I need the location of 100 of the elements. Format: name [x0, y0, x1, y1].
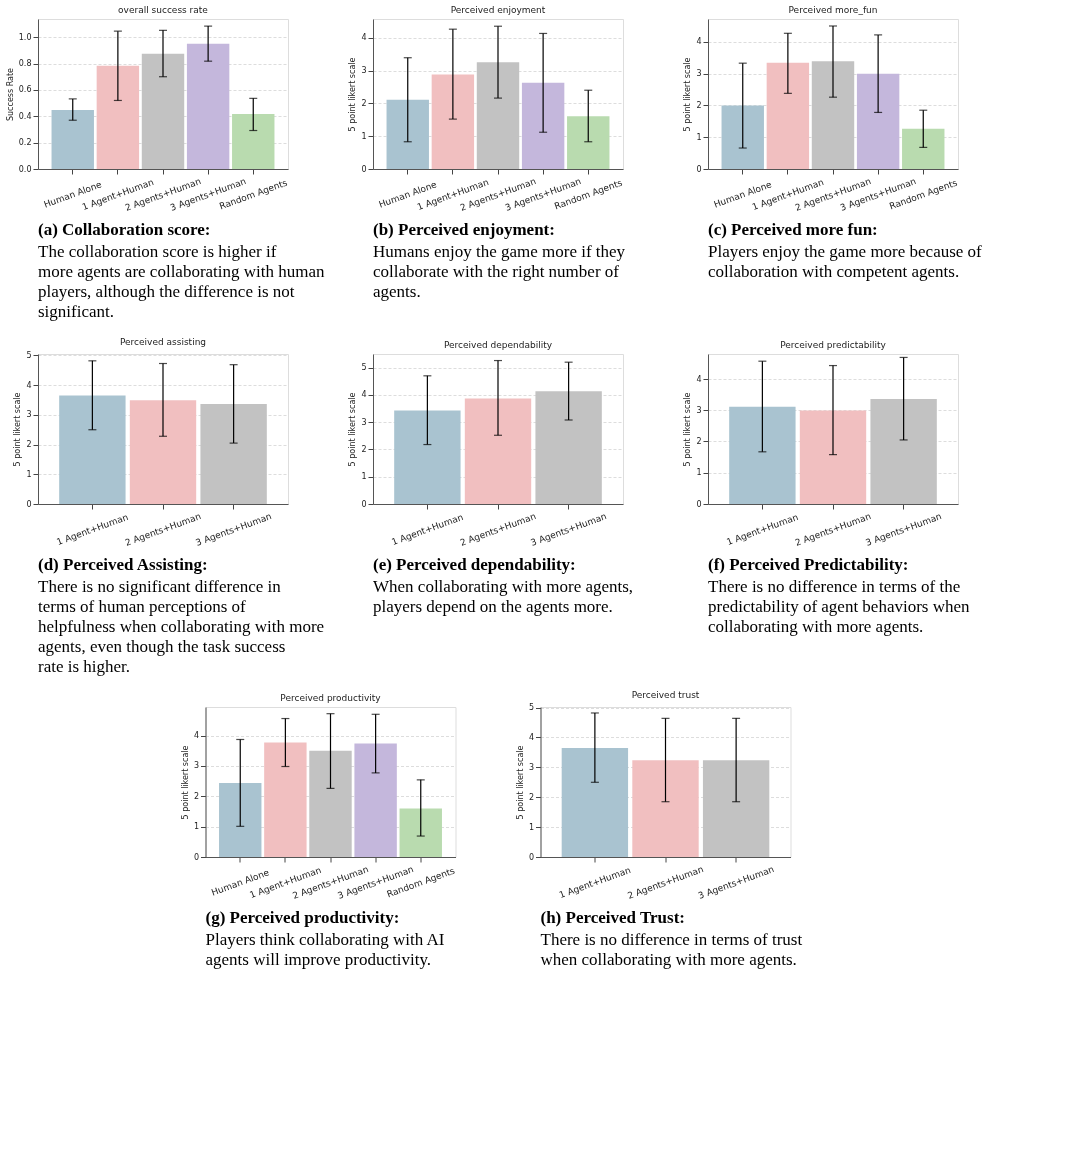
y-tick-label: 0 [528, 852, 534, 862]
bar [59, 395, 126, 504]
y-tick-label: 3 [528, 762, 534, 772]
bar [535, 391, 602, 504]
y-axis-title: 5 point likert scale [515, 745, 525, 820]
y-tick-label: 1 [528, 822, 534, 832]
y-tick-label: 3 [361, 66, 367, 76]
bar [386, 99, 429, 169]
y-axis-title: 5 point likert scale [683, 392, 693, 467]
chart-title: Perceived trust [631, 689, 700, 700]
bar [464, 398, 532, 504]
text: (e) Perceived dependability: [373, 555, 576, 574]
text: (a) Collaboration score: [38, 220, 211, 239]
y-tick-label: 0.4 [18, 111, 32, 121]
y-tick-label: 4 [193, 731, 199, 741]
chart-title: Perceived more_fun [788, 5, 878, 15]
y-tick-label: 0 [696, 164, 702, 174]
bar [96, 65, 140, 169]
y-tick-label: 4 [361, 33, 367, 43]
y-tick-label: 2 [361, 98, 367, 108]
text: There is no significant difference in terms of human perceptions of helpfulness when collaborating with more agents, even though the task success rate is higher. [38, 577, 325, 676]
chart-title: Perceived assisting [119, 337, 207, 348]
text: Humans enjoy the game more if they collaborate with the right number of agents. [373, 242, 626, 301]
bar [902, 128, 945, 169]
y-tick-label: 3 [26, 410, 32, 420]
bar [399, 808, 442, 857]
bar [354, 743, 397, 857]
chart-title: Perceived productivity [280, 693, 382, 703]
bar [186, 43, 230, 169]
bar [232, 113, 275, 169]
bar [856, 73, 900, 169]
bar [309, 750, 352, 857]
y-axis-title: 5 point likert scale [348, 392, 358, 467]
bar [200, 403, 267, 504]
y-tick-label: 3 [696, 69, 702, 79]
y-tick-label: 1 [193, 822, 199, 832]
y-tick-label: 3 [193, 761, 199, 771]
text: (b) Perceived enjoyment: [373, 220, 555, 239]
y-tick-label: 0.2 [18, 138, 32, 148]
y-tick-label: 4 [696, 374, 702, 384]
text: Players think collaborating with AI agents will improve productivity. [205, 930, 445, 969]
y-tick-label: 4 [361, 390, 367, 400]
y-tick-label: 4 [696, 37, 702, 47]
chart-title: overall success rate [118, 5, 209, 15]
y-tick-label: 3 [361, 417, 367, 427]
text: (c) Perceived more fun: [708, 220, 878, 239]
text: (h) Perceived Trust: [540, 908, 685, 927]
bar [431, 74, 475, 169]
y-tick-label: 2 [696, 437, 702, 446]
y-tick-label: 2 [528, 792, 534, 802]
y-tick-label: 0 [361, 164, 367, 174]
bar [476, 62, 520, 169]
bar [219, 782, 262, 857]
chart-title: Perceived predictability [780, 340, 887, 350]
y-tick-label: 5 [26, 350, 32, 360]
text: When collaborating with more agents, players depend on the agents more. [373, 577, 634, 616]
y-tick-label: 1.0 [18, 32, 32, 42]
bar [394, 410, 461, 504]
y-axis-title: 5 point likert scale [683, 57, 693, 132]
y-axis-title: 5 point likert scale [13, 392, 23, 467]
y-axis-title: 5 point likert scale [180, 745, 190, 820]
y-tick-label: 0.0 [18, 164, 32, 174]
y-tick-label: 0 [193, 852, 199, 862]
y-tick-label: 4 [528, 732, 534, 742]
text: There is no difference in terms of trust when collaborating with more agents. [540, 930, 803, 969]
bar [766, 62, 810, 169]
y-tick-label: 0.8 [18, 59, 32, 69]
y-tick-label: 0.6 [18, 85, 32, 95]
y-tick-label: 1 [26, 469, 32, 479]
y-tick-label: 2 [696, 100, 702, 110]
text: (f) Perceived Predictability: [708, 555, 909, 574]
y-tick-label: 0 [696, 499, 702, 509]
y-tick-label: 0 [26, 499, 32, 509]
bar [129, 400, 197, 504]
y-tick-label: 1 [361, 131, 367, 141]
y-tick-label: 3 [696, 405, 702, 415]
y-tick-label: 0 [361, 499, 367, 509]
bar [51, 109, 94, 169]
y-tick-label: 2 [361, 444, 367, 454]
y-tick-label: 1 [696, 468, 702, 478]
chart-title: Perceived dependability [443, 340, 553, 350]
text: The collaboration score is higher if more agents are collaborating with human players, although the difference is not significant. [38, 242, 326, 321]
y-tick-label: 2 [193, 791, 199, 801]
y-axis-title: Success Rate [5, 67, 15, 122]
y-tick-label: 4 [26, 380, 32, 390]
chart-title: Perceived enjoyment [450, 5, 546, 15]
text: Players enjoy the game more because of collaboration with competent agents. [708, 242, 983, 281]
y-axis-title: 5 point likert scale [348, 57, 358, 132]
y-tick-label: 5 [528, 703, 534, 713]
bar [811, 61, 855, 169]
y-tick-label: 2 [26, 440, 32, 450]
bar [567, 116, 610, 169]
bar [141, 53, 185, 169]
bar [721, 105, 764, 169]
text: (d) Perceived Assisting: [38, 555, 208, 574]
y-tick-label: 1 [696, 132, 702, 142]
y-tick-label: 1 [361, 472, 367, 482]
y-tick-label: 5 [361, 363, 367, 373]
text: (g) Perceived productivity: [205, 908, 400, 927]
text: There is no difference in terms of the predictability of agent behaviors when collaborating with more agents. [708, 577, 971, 636]
